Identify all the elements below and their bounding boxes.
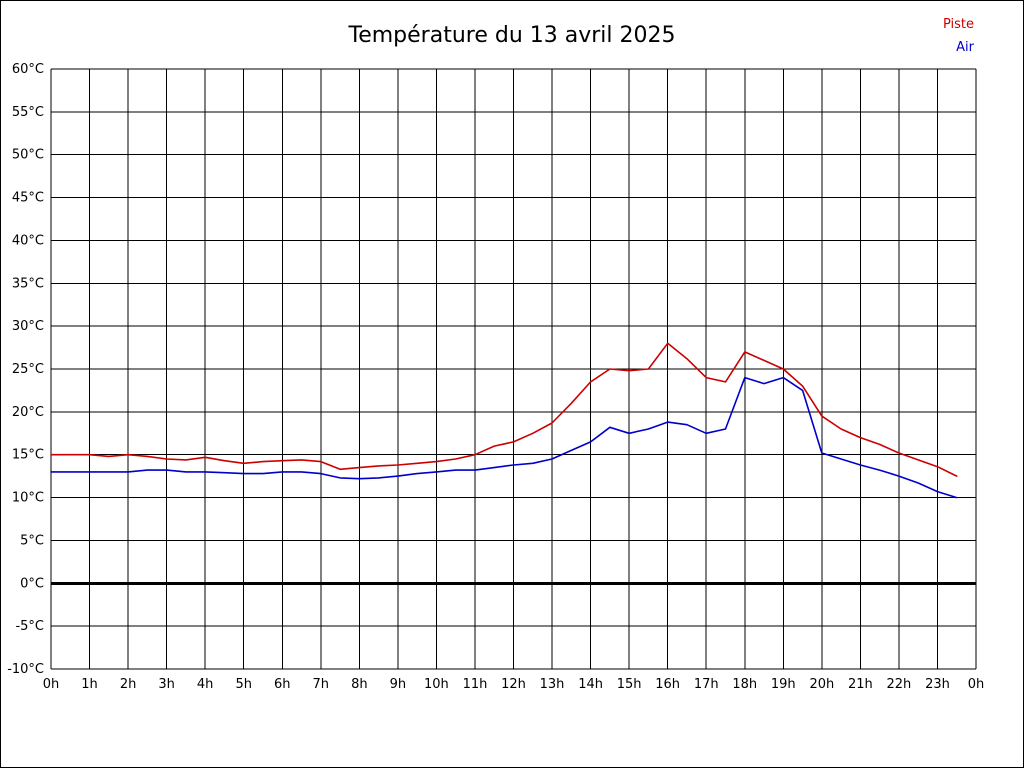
x-axis-tick-label: 4h xyxy=(197,677,214,692)
y-axis-tick-label: 50°C xyxy=(12,148,44,163)
x-axis-tick-label: 13h xyxy=(540,677,565,692)
y-axis-tick-label: 35°C xyxy=(12,276,44,291)
x-axis-tick-label: 0h xyxy=(43,677,60,692)
y-axis-tick-label: 25°C xyxy=(12,362,44,377)
x-axis-tick-label: 11h xyxy=(463,677,488,692)
y-axis-tick-label: -10°C xyxy=(7,662,44,677)
y-axis-tick-label: 45°C xyxy=(12,191,44,206)
x-axis-tick-label: 8h xyxy=(351,677,368,692)
x-axis-tick-label: 17h xyxy=(694,677,719,692)
x-axis-tick-label: 5h xyxy=(235,677,252,692)
x-axis-tick-label: 1h xyxy=(81,677,98,692)
legend-item-piste: Piste xyxy=(942,17,974,32)
y-axis-tick-label: 15°C xyxy=(12,448,44,463)
x-axis-tick-label: 10h xyxy=(424,677,449,692)
chart-title: Température du 13 avril 2025 xyxy=(348,23,676,48)
x-axis-tick-label: 22h xyxy=(887,677,912,692)
x-axis-tick-label: 12h xyxy=(501,677,526,692)
x-axis-tick-label: 15h xyxy=(617,677,642,692)
y-axis-tick-label: 0°C xyxy=(20,576,44,591)
x-axis-tick-label: 14h xyxy=(578,677,603,692)
x-axis-tick-label: 16h xyxy=(655,677,680,692)
x-axis-tick-label: 19h xyxy=(771,677,796,692)
x-axis-tick-label: 3h xyxy=(158,677,175,692)
x-axis-tick-label: 18h xyxy=(732,677,757,692)
y-axis-tick-label: 10°C xyxy=(12,491,44,506)
x-axis-tick-label: 2h xyxy=(120,677,137,692)
y-axis-tick-label: 20°C xyxy=(12,405,44,420)
y-axis-tick-label: 60°C xyxy=(12,62,44,77)
y-axis-tick-label: 40°C xyxy=(12,233,44,248)
x-axis-tick-label: 6h xyxy=(274,677,291,692)
series-line-air xyxy=(50,376,958,499)
x-axis-tick-label: 0h xyxy=(968,677,985,692)
x-axis-tick-label: 23h xyxy=(925,677,950,692)
x-axis-tick-label: 7h xyxy=(313,677,330,692)
y-axis-tick-label: 5°C xyxy=(20,533,44,548)
x-axis-tick-label: 21h xyxy=(848,677,873,692)
series-line-piste xyxy=(50,342,958,477)
chart-legend: Piste Air xyxy=(943,13,974,59)
y-axis-tick-label: -5°C xyxy=(15,619,44,634)
legend-item-air: Air xyxy=(956,40,974,55)
x-axis-tick-label: 9h xyxy=(390,677,407,692)
y-axis-tick-label: 55°C xyxy=(12,105,44,120)
y-axis-tick-label: 30°C xyxy=(12,319,44,334)
x-axis-tick-label: 20h xyxy=(809,677,834,692)
